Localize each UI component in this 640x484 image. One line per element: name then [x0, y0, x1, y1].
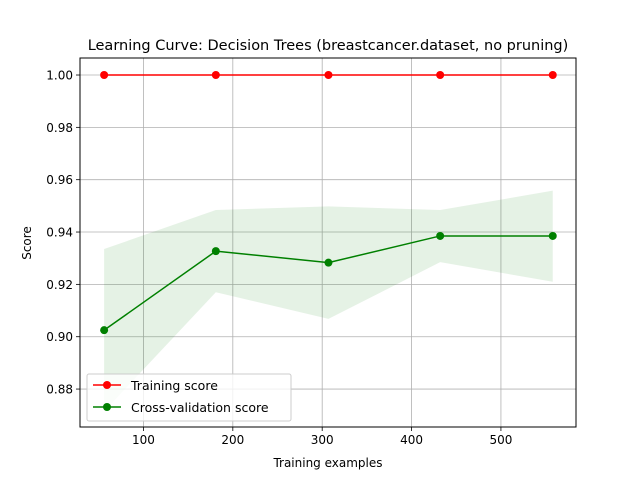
legend-training-label: Training score	[130, 378, 218, 393]
legend-training-marker	[103, 381, 111, 389]
series-1-point	[211, 247, 220, 256]
y-tick-label: 1.00	[46, 69, 73, 83]
y-axis-label: Score	[20, 226, 34, 260]
y-tick-label: 0.98	[46, 121, 73, 135]
y-tick-label: 0.92	[46, 278, 73, 292]
x-tick-label: 500	[489, 433, 512, 447]
x-tick-label: 300	[311, 433, 334, 447]
series-1-confidence-band	[104, 190, 553, 412]
x-tick-label: 200	[221, 433, 244, 447]
series-1-point	[324, 258, 333, 267]
x-axis-label: Training examples	[272, 456, 382, 470]
y-tick-label: 0.94	[46, 226, 73, 240]
series-1-point	[100, 326, 109, 335]
legend-cv-marker	[103, 403, 111, 411]
series-1-point	[548, 231, 557, 240]
series-0-point	[324, 71, 333, 80]
y-tick-label: 0.90	[46, 330, 73, 344]
x-tick-label: 100	[132, 433, 155, 447]
legend: Training score Cross-validation score	[86, 373, 292, 422]
plot-frame	[79, 57, 577, 428]
series-lines	[100, 71, 557, 335]
y-tick-label: 0.96	[46, 173, 73, 187]
legend-box	[86, 373, 292, 422]
series-0-point	[436, 71, 445, 80]
grid	[80, 58, 576, 427]
confidence-bands	[104, 190, 553, 412]
series-0-point	[100, 71, 109, 80]
series-1-point	[436, 231, 445, 240]
axis-ticks: 100 200 300 400 500 0.88 0.90 0.92 0.94 0.96 0.98 1…	[46, 69, 512, 447]
x-tick-label: 400	[400, 433, 423, 447]
y-tick-label: 0.88	[46, 383, 73, 397]
legend-cv-label: Cross-validation score	[131, 400, 269, 415]
series-0-point	[211, 71, 220, 80]
series-0-point	[548, 71, 557, 80]
chart-title: Learning Curve: Decision Trees (breastca…	[88, 38, 569, 54]
